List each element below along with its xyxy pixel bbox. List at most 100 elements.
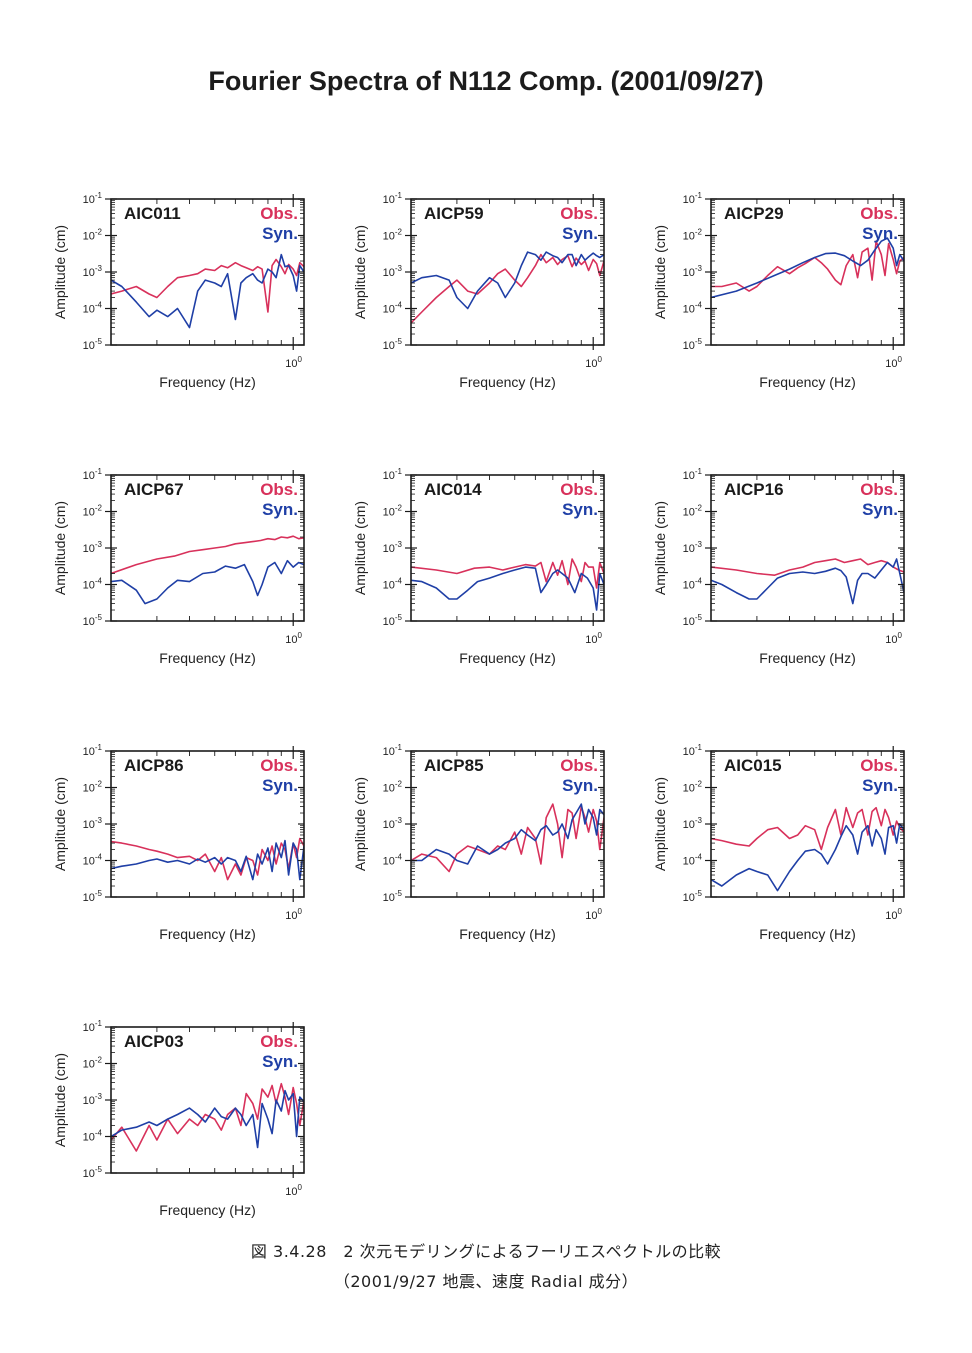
station-name: AICP16	[724, 480, 784, 499]
legend-syn: Syn.	[862, 500, 898, 519]
x-axis-label: Frequency (Hz)	[159, 650, 255, 666]
spectrum-panel-aic014: 10-1 10-2 10-3 10-4 10-5 100 Frequency (Hz) Amp…	[352, 467, 605, 666]
y-tick-label: 10-5	[683, 337, 703, 352]
y-tick-label: 10-4	[83, 853, 103, 868]
y-axis-label: Amplitude (cm)	[52, 1053, 68, 1147]
spectrum-panel-aicp85: 10-1 10-2 10-3 10-4 10-5 100 Frequency (Hz) Amp…	[352, 743, 605, 942]
y-tick-label: 10-1	[83, 743, 103, 758]
y-tick-label: 10-3	[83, 264, 103, 279]
spectrum-panel-aic011: 10-1 10-2 10-3 10-4 10-5 100 Frequency (Hz) Amp…	[52, 191, 305, 390]
caption-line-1: 図 3.4.28 2 次元モデリングによるフーリエスペクトルの比較	[250, 1242, 722, 1261]
syn-series-line	[411, 251, 604, 310]
y-tick-label: 10-3	[83, 1092, 103, 1107]
legend-syn: Syn.	[862, 776, 898, 795]
y-tick-label: 10-1	[83, 467, 103, 482]
x-axis-label: Frequency (Hz)	[759, 650, 855, 666]
y-tick-label: 10-2	[383, 780, 403, 795]
obs-series-line	[411, 253, 604, 324]
syn-series-line	[111, 559, 304, 605]
y-tick-label: 10-1	[383, 743, 403, 758]
x-tick-label: 100	[285, 631, 302, 646]
y-tick-label: 10-5	[83, 337, 103, 352]
y-tick-label: 10-4	[83, 577, 103, 592]
y-tick-label: 10-2	[83, 1056, 103, 1071]
syn-series-line	[711, 237, 904, 299]
obs-series-line	[111, 535, 304, 575]
y-tick-label: 10-5	[383, 613, 403, 628]
y-axis-label: Amplitude (cm)	[52, 777, 68, 871]
y-tick-label: 10-3	[383, 264, 403, 279]
y-tick-label: 10-3	[383, 540, 403, 555]
y-tick-label: 10-4	[383, 577, 403, 592]
legend-obs: Obs.	[260, 1032, 298, 1051]
y-tick-label: 10-2	[383, 504, 403, 519]
y-tick-label: 10-1	[383, 467, 403, 482]
y-tick-label: 10-3	[683, 264, 703, 279]
y-tick-label: 10-3	[83, 540, 103, 555]
spectrum-panel-aic015: 10-1 10-2 10-3 10-4 10-5 100 Frequency (Hz) Amp…	[652, 743, 905, 942]
station-name: AICP29	[724, 204, 784, 223]
legend-obs: Obs.	[860, 204, 898, 223]
y-tick-label: 10-1	[683, 191, 703, 206]
station-name: AICP67	[124, 480, 184, 499]
obs-series-line	[111, 837, 304, 881]
syn-series-line	[111, 839, 304, 881]
y-tick-label: 10-4	[83, 1129, 103, 1144]
y-tick-label: 10-3	[383, 816, 403, 831]
y-axis-label: Amplitude (cm)	[352, 225, 368, 319]
y-tick-label: 10-5	[83, 613, 103, 628]
y-tick-label: 10-5	[83, 1165, 103, 1180]
y-tick-label: 10-4	[383, 853, 403, 868]
y-tick-label: 10-2	[683, 504, 703, 519]
y-axis-label: Amplitude (cm)	[52, 501, 68, 595]
legend-obs: Obs.	[260, 756, 298, 775]
x-axis-label: Frequency (Hz)	[459, 926, 555, 942]
x-tick-label: 100	[585, 631, 602, 646]
y-tick-label: 10-5	[683, 613, 703, 628]
y-tick-label: 10-3	[83, 816, 103, 831]
y-tick-label: 10-2	[83, 228, 103, 243]
legend-syn: Syn.	[562, 776, 598, 795]
y-axis-label: Amplitude (cm)	[652, 501, 668, 595]
y-tick-label: 10-3	[683, 540, 703, 555]
y-tick-label: 10-4	[683, 577, 703, 592]
legend-syn: Syn.	[862, 224, 898, 243]
y-tick-label: 10-2	[83, 780, 103, 795]
spectrum-panel-aicp03: 10-1 10-2 10-3 10-4 10-5 100 Frequency (Hz) Amp…	[52, 1019, 305, 1218]
x-tick-label: 100	[585, 907, 602, 922]
x-axis-label: Frequency (Hz)	[759, 926, 855, 942]
y-tick-label: 10-3	[683, 816, 703, 831]
y-axis-label: Amplitude (cm)	[652, 225, 668, 319]
legend-syn: Syn.	[262, 776, 298, 795]
legend-obs: Obs.	[560, 480, 598, 499]
x-tick-label: 100	[885, 907, 902, 922]
syn-series-line	[411, 803, 604, 865]
legend-obs: Obs.	[560, 204, 598, 223]
y-tick-label: 10-5	[83, 889, 103, 904]
legend-obs: Obs.	[260, 480, 298, 499]
spectrum-panel-aicp16: 10-1 10-2 10-3 10-4 10-5 100 Frequency (Hz) Amp…	[652, 467, 905, 666]
figure-title: Fourier Spectra of N112 Comp. (2001/09/2…	[208, 66, 764, 96]
legend-syn: Syn.	[262, 1052, 298, 1071]
spectrum-panel-aicp29: 10-1 10-2 10-3 10-4 10-5 100 Frequency (Hz) Amp…	[652, 191, 905, 390]
station-name: AICP03	[124, 1032, 184, 1051]
legend-syn: Syn.	[562, 500, 598, 519]
y-tick-label: 10-4	[683, 301, 703, 316]
legend-obs: Obs.	[860, 756, 898, 775]
x-tick-label: 100	[885, 631, 902, 646]
syn-series-line	[411, 566, 604, 611]
caption-line-2: （2001/9/27 地震、速度 Radial 成分）	[333, 1272, 639, 1291]
x-tick-label: 100	[285, 1183, 302, 1198]
y-tick-label: 10-1	[83, 191, 103, 206]
x-axis-label: Frequency (Hz)	[159, 374, 255, 390]
x-axis-label: Frequency (Hz)	[159, 1202, 255, 1218]
station-name: AIC015	[724, 756, 782, 775]
y-tick-label: 10-1	[683, 467, 703, 482]
spectrum-panel-aicp86: 10-1 10-2 10-3 10-4 10-5 100 Frequency (Hz) Amp…	[52, 743, 305, 942]
station-name: AICP59	[424, 204, 484, 223]
x-tick-label: 100	[585, 355, 602, 370]
y-tick-label: 10-1	[83, 1019, 103, 1034]
y-tick-label: 10-5	[683, 889, 703, 904]
y-tick-label: 10-2	[383, 228, 403, 243]
